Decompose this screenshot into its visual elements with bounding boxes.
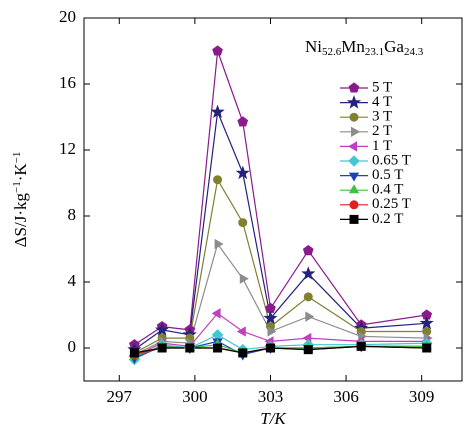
legend-label: 0.65 T bbox=[372, 152, 411, 168]
data-point bbox=[129, 348, 139, 358]
legend-label: 0.2 T bbox=[372, 211, 403, 227]
legend-label: 4 T bbox=[372, 94, 392, 110]
legend-marker bbox=[349, 112, 359, 122]
x-tick-label: 306 bbox=[333, 387, 359, 406]
data-point bbox=[303, 345, 313, 355]
x-tick-label: 303 bbox=[258, 387, 284, 406]
data-point bbox=[265, 343, 275, 353]
y-tick-label: 4 bbox=[68, 271, 77, 290]
legend-marker bbox=[348, 155, 360, 167]
legend-label: 0.5 T bbox=[372, 167, 403, 183]
data-point bbox=[305, 311, 315, 322]
y-label-sup: −1 bbox=[11, 152, 23, 164]
data-point bbox=[239, 273, 249, 284]
annotation: Ni52.6Mn23.1Ga24.3 bbox=[305, 37, 424, 58]
y-tick-label: 12 bbox=[59, 139, 76, 158]
y-label-part: ΔS/J·kg bbox=[11, 193, 30, 248]
data-point bbox=[356, 341, 366, 351]
annotation-sub: 52.6 bbox=[322, 46, 342, 58]
data-point bbox=[214, 238, 224, 250]
annotation-part: Ni bbox=[305, 37, 322, 56]
legend-label: 2 T bbox=[372, 123, 392, 139]
data-point bbox=[211, 308, 221, 319]
data-point bbox=[155, 322, 170, 336]
y-tick-label: 20 bbox=[59, 7, 76, 26]
annotation-part: Mn bbox=[341, 37, 365, 56]
legend-marker bbox=[348, 172, 360, 182]
annotation-part: Ga bbox=[384, 37, 404, 56]
data-point bbox=[235, 165, 250, 180]
data-point bbox=[267, 326, 277, 337]
y-label-sup: −1 bbox=[11, 181, 23, 193]
legend-marker bbox=[348, 82, 360, 93]
x-tick-label: 309 bbox=[409, 387, 435, 406]
data-point bbox=[237, 116, 249, 127]
data-point bbox=[263, 310, 278, 325]
data-point bbox=[419, 315, 434, 330]
y-axis-label: ΔS/J·kg−1·K−1 bbox=[11, 152, 30, 248]
x-axis-label: T/K bbox=[260, 409, 287, 428]
series-line bbox=[134, 312, 427, 357]
legend-marker bbox=[348, 184, 360, 194]
legend-marker bbox=[347, 141, 357, 152]
legend-marker bbox=[351, 126, 361, 137]
y-tick-label: 8 bbox=[68, 205, 77, 224]
legend-marker bbox=[349, 214, 359, 224]
data-point bbox=[185, 343, 195, 353]
x-tick-label: 297 bbox=[107, 387, 133, 406]
data-point bbox=[213, 343, 223, 353]
legend-marker bbox=[346, 95, 362, 109]
data-point bbox=[238, 348, 248, 358]
legend-label: 3 T bbox=[372, 109, 392, 125]
data-point bbox=[238, 218, 248, 228]
plot-frame bbox=[83, 17, 463, 382]
data-point bbox=[210, 104, 225, 119]
data-point bbox=[157, 343, 167, 353]
data-point bbox=[303, 292, 313, 302]
legend-label: 5 T bbox=[372, 79, 392, 95]
data-point bbox=[422, 343, 432, 353]
data-point bbox=[212, 45, 223, 56]
data-point bbox=[211, 329, 224, 341]
legend-label: 0.25 T bbox=[372, 196, 411, 212]
data-point bbox=[302, 244, 314, 256]
data-point bbox=[301, 266, 316, 280]
y-label-part: ·K bbox=[11, 163, 30, 182]
legend-marker bbox=[349, 200, 359, 210]
annotation-sub: 23.1 bbox=[365, 46, 384, 58]
x-tick-label: 300 bbox=[182, 387, 208, 406]
y-tick-label: 16 bbox=[59, 73, 76, 92]
legend-label: 0.4 T bbox=[372, 182, 403, 198]
annotation-sub: 24.3 bbox=[404, 46, 424, 58]
y-tick-label: 0 bbox=[68, 337, 77, 356]
data-point bbox=[236, 326, 246, 337]
data-point bbox=[213, 175, 223, 185]
legend-label: 1 T bbox=[372, 138, 392, 154]
